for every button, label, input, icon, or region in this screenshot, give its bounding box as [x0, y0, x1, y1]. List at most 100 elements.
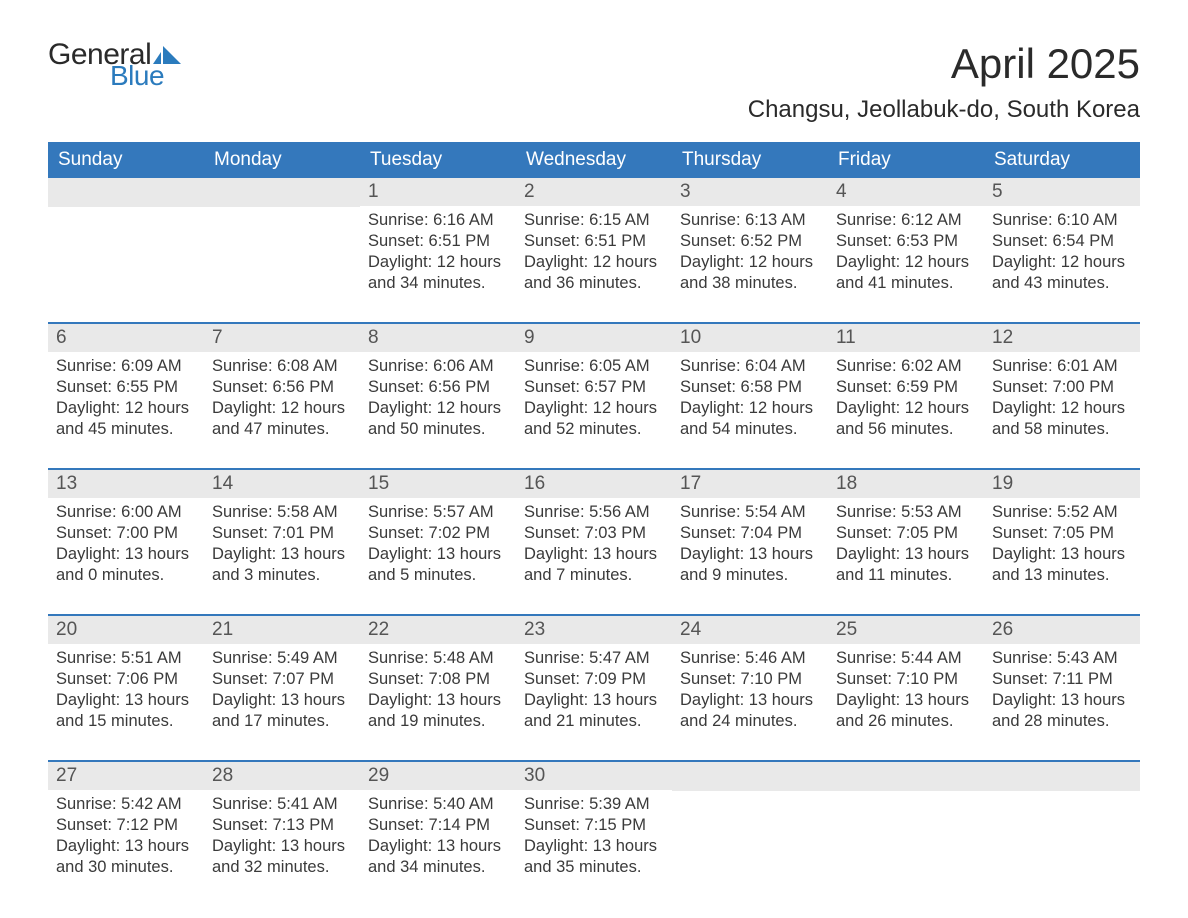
day-cell — [204, 178, 360, 312]
sunrise-text: Sunrise: 5:47 AM — [524, 648, 664, 669]
daylight-text: Daylight: 13 hours and 7 minutes. — [524, 544, 664, 586]
day-cell: 23Sunrise: 5:47 AMSunset: 7:09 PMDayligh… — [516, 616, 672, 750]
day-content: Sunrise: 5:40 AMSunset: 7:14 PMDaylight:… — [360, 790, 516, 882]
sunset-text: Sunset: 6:58 PM — [680, 377, 820, 398]
weekday-header-tuesday: Tuesday — [360, 142, 516, 178]
daylight-text: Daylight: 12 hours and 45 minutes. — [56, 398, 196, 440]
day-content: Sunrise: 6:01 AMSunset: 7:00 PMDaylight:… — [984, 352, 1140, 444]
day-content: Sunrise: 5:48 AMSunset: 7:08 PMDaylight:… — [360, 644, 516, 736]
daylight-text: Daylight: 13 hours and 5 minutes. — [368, 544, 508, 586]
day-cell: 29Sunrise: 5:40 AMSunset: 7:14 PMDayligh… — [360, 762, 516, 896]
daylight-text: Daylight: 13 hours and 3 minutes. — [212, 544, 352, 586]
day-content: Sunrise: 5:49 AMSunset: 7:07 PMDaylight:… — [204, 644, 360, 736]
day-number: 27 — [48, 762, 204, 790]
daylight-text: Daylight: 13 hours and 35 minutes. — [524, 836, 664, 878]
daylight-text: Daylight: 12 hours and 38 minutes. — [680, 252, 820, 294]
day-number: 26 — [984, 616, 1140, 644]
day-cell: 16Sunrise: 5:56 AMSunset: 7:03 PMDayligh… — [516, 470, 672, 604]
day-number: 9 — [516, 324, 672, 352]
weekday-header-friday: Friday — [828, 142, 984, 178]
sunset-text: Sunset: 7:14 PM — [368, 815, 508, 836]
logo-word-blue: Blue — [110, 62, 181, 90]
day-cell: 15Sunrise: 5:57 AMSunset: 7:02 PMDayligh… — [360, 470, 516, 604]
daylight-text: Daylight: 13 hours and 0 minutes. — [56, 544, 196, 586]
day-number-empty — [48, 178, 204, 207]
sunrise-text: Sunrise: 5:40 AM — [368, 794, 508, 815]
day-number: 1 — [360, 178, 516, 206]
sunrise-text: Sunrise: 6:02 AM — [836, 356, 976, 377]
sunset-text: Sunset: 7:08 PM — [368, 669, 508, 690]
sunset-text: Sunset: 6:56 PM — [368, 377, 508, 398]
day-cell: 11Sunrise: 6:02 AMSunset: 6:59 PMDayligh… — [828, 324, 984, 458]
sunrise-text: Sunrise: 5:58 AM — [212, 502, 352, 523]
sunset-text: Sunset: 6:55 PM — [56, 377, 196, 398]
day-number: 30 — [516, 762, 672, 790]
sunset-text: Sunset: 7:01 PM — [212, 523, 352, 544]
day-cell: 30Sunrise: 5:39 AMSunset: 7:15 PMDayligh… — [516, 762, 672, 896]
day-number: 4 — [828, 178, 984, 206]
day-content: Sunrise: 5:58 AMSunset: 7:01 PMDaylight:… — [204, 498, 360, 590]
sunset-text: Sunset: 7:00 PM — [992, 377, 1132, 398]
day-content: Sunrise: 6:00 AMSunset: 7:00 PMDaylight:… — [48, 498, 204, 590]
day-content: Sunrise: 5:44 AMSunset: 7:10 PMDaylight:… — [828, 644, 984, 736]
day-cell: 26Sunrise: 5:43 AMSunset: 7:11 PMDayligh… — [984, 616, 1140, 750]
day-cell: 20Sunrise: 5:51 AMSunset: 7:06 PMDayligh… — [48, 616, 204, 750]
day-cell: 8Sunrise: 6:06 AMSunset: 6:56 PMDaylight… — [360, 324, 516, 458]
sunset-text: Sunset: 7:00 PM — [56, 523, 196, 544]
sunrise-text: Sunrise: 6:00 AM — [56, 502, 196, 523]
sunset-text: Sunset: 7:07 PM — [212, 669, 352, 690]
day-cell: 28Sunrise: 5:41 AMSunset: 7:13 PMDayligh… — [204, 762, 360, 896]
day-number: 28 — [204, 762, 360, 790]
day-content: Sunrise: 6:06 AMSunset: 6:56 PMDaylight:… — [360, 352, 516, 444]
daylight-text: Daylight: 13 hours and 30 minutes. — [56, 836, 196, 878]
day-number: 17 — [672, 470, 828, 498]
sunrise-text: Sunrise: 6:04 AM — [680, 356, 820, 377]
sunrise-text: Sunrise: 6:15 AM — [524, 210, 664, 231]
brand-logo: General Blue — [48, 40, 181, 90]
day-number: 24 — [672, 616, 828, 644]
day-number: 18 — [828, 470, 984, 498]
week-row: 13Sunrise: 6:00 AMSunset: 7:00 PMDayligh… — [48, 468, 1140, 604]
week-row: 1Sunrise: 6:16 AMSunset: 6:51 PMDaylight… — [48, 178, 1140, 312]
day-number: 29 — [360, 762, 516, 790]
sunset-text: Sunset: 7:05 PM — [836, 523, 976, 544]
daylight-text: Daylight: 12 hours and 58 minutes. — [992, 398, 1132, 440]
day-content: Sunrise: 6:10 AMSunset: 6:54 PMDaylight:… — [984, 206, 1140, 298]
sunrise-text: Sunrise: 6:06 AM — [368, 356, 508, 377]
month-title: April 2025 — [748, 40, 1140, 88]
calendar-grid: SundayMondayTuesdayWednesdayThursdayFrid… — [48, 142, 1140, 896]
day-number: 13 — [48, 470, 204, 498]
week-row: 20Sunrise: 5:51 AMSunset: 7:06 PMDayligh… — [48, 614, 1140, 750]
day-cell — [984, 762, 1140, 896]
day-cell: 25Sunrise: 5:44 AMSunset: 7:10 PMDayligh… — [828, 616, 984, 750]
daylight-text: Daylight: 13 hours and 26 minutes. — [836, 690, 976, 732]
day-content: Sunrise: 5:39 AMSunset: 7:15 PMDaylight:… — [516, 790, 672, 882]
day-content: Sunrise: 5:51 AMSunset: 7:06 PMDaylight:… — [48, 644, 204, 736]
day-number: 12 — [984, 324, 1140, 352]
sunrise-text: Sunrise: 5:53 AM — [836, 502, 976, 523]
day-cell: 18Sunrise: 5:53 AMSunset: 7:05 PMDayligh… — [828, 470, 984, 604]
day-content: Sunrise: 5:42 AMSunset: 7:12 PMDaylight:… — [48, 790, 204, 882]
sunrise-text: Sunrise: 6:10 AM — [992, 210, 1132, 231]
day-number: 8 — [360, 324, 516, 352]
day-number: 25 — [828, 616, 984, 644]
day-cell: 24Sunrise: 5:46 AMSunset: 7:10 PMDayligh… — [672, 616, 828, 750]
day-cell: 7Sunrise: 6:08 AMSunset: 6:56 PMDaylight… — [204, 324, 360, 458]
sunset-text: Sunset: 6:56 PM — [212, 377, 352, 398]
daylight-text: Daylight: 12 hours and 41 minutes. — [836, 252, 976, 294]
daylight-text: Daylight: 13 hours and 28 minutes. — [992, 690, 1132, 732]
day-content: Sunrise: 6:12 AMSunset: 6:53 PMDaylight:… — [828, 206, 984, 298]
sunset-text: Sunset: 7:13 PM — [212, 815, 352, 836]
day-cell: 14Sunrise: 5:58 AMSunset: 7:01 PMDayligh… — [204, 470, 360, 604]
sunset-text: Sunset: 6:57 PM — [524, 377, 664, 398]
weekday-header-thursday: Thursday — [672, 142, 828, 178]
day-cell: 2Sunrise: 6:15 AMSunset: 6:51 PMDaylight… — [516, 178, 672, 312]
sunrise-text: Sunrise: 5:42 AM — [56, 794, 196, 815]
sunrise-text: Sunrise: 5:46 AM — [680, 648, 820, 669]
day-number-empty — [828, 762, 984, 791]
daylight-text: Daylight: 12 hours and 34 minutes. — [368, 252, 508, 294]
daylight-text: Daylight: 13 hours and 32 minutes. — [212, 836, 352, 878]
sunrise-text: Sunrise: 5:56 AM — [524, 502, 664, 523]
day-cell: 27Sunrise: 5:42 AMSunset: 7:12 PMDayligh… — [48, 762, 204, 896]
daylight-text: Daylight: 12 hours and 36 minutes. — [524, 252, 664, 294]
